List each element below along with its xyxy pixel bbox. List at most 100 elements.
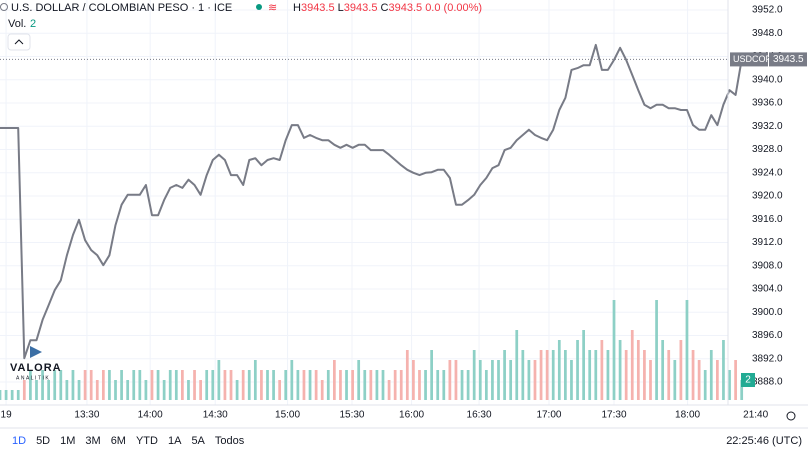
volume-bar <box>472 350 476 400</box>
volume-value: 2 <box>30 18 36 30</box>
volume-bar <box>187 380 190 400</box>
volume-bar <box>302 370 306 400</box>
logo-icon <box>30 346 42 358</box>
x-tick-label: 15:30 <box>339 410 364 421</box>
volume-bar <box>673 360 677 400</box>
range-button[interactable]: 1D <box>12 435 26 447</box>
volume-bar <box>624 350 628 400</box>
settings-icon[interactable] <box>786 411 796 421</box>
volume-bar <box>150 370 154 400</box>
volume-bar <box>484 370 488 400</box>
l-value: 3943.5 <box>344 2 378 14</box>
volume-bar <box>594 350 598 400</box>
volume-bar <box>734 360 737 400</box>
volume-bar <box>715 360 719 400</box>
range-button[interactable]: 3M <box>85 435 100 447</box>
volume-bar <box>582 330 585 400</box>
range-button[interactable]: Todos <box>215 435 245 447</box>
range-button[interactable]: 1A <box>168 435 182 447</box>
volume-bar <box>588 350 592 400</box>
volume-bar <box>241 370 245 400</box>
volume-bar <box>612 300 616 400</box>
plot <box>0 43 743 360</box>
volume-bar <box>47 380 51 400</box>
y-tick-label: 3932.0 <box>752 121 783 132</box>
volume-bar <box>138 370 142 400</box>
range-button[interactable]: 5A <box>191 435 205 447</box>
x-tick-label: 13:30 <box>74 410 99 421</box>
volume-bar <box>235 380 239 400</box>
volume-bar <box>211 370 215 400</box>
x-tick-label: 14:30 <box>203 410 228 421</box>
volume-badge <box>741 373 755 387</box>
volume-bar <box>156 370 160 400</box>
volume-bar <box>181 370 184 400</box>
y-tick-label: 3924.0 <box>752 167 783 178</box>
volume-bar <box>606 350 610 400</box>
volume-bar <box>199 380 202 400</box>
toolbar: 1D 5D 1M 3M 6M YTD 1A 5A Todos <box>12 435 245 447</box>
volume-bar <box>253 360 257 400</box>
volume-bar <box>77 380 81 400</box>
collapse-icon <box>14 39 24 45</box>
volume-bar <box>326 370 330 400</box>
volume-bar <box>679 340 683 400</box>
range-button[interactable]: YTD <box>136 435 158 447</box>
volume-bar <box>448 360 452 400</box>
y-tick-label: 3948.0 <box>752 28 783 39</box>
volume-bar <box>667 350 671 400</box>
volume-bar <box>229 370 233 400</box>
volume-bar <box>83 370 87 400</box>
volume-label: Vol. <box>8 18 26 30</box>
x-tick-label: 19 <box>1 410 13 421</box>
clock: 22:25:46 (UTC) <box>726 435 802 447</box>
volume-bar <box>272 370 275 400</box>
volume-bar <box>545 350 549 400</box>
range-button[interactable]: 5D <box>36 435 50 447</box>
axes: 3952.03948.03944.03940.03936.03932.03928… <box>1 5 807 421</box>
x-tick-label: 15:00 <box>275 410 300 421</box>
volume-bar <box>527 360 531 400</box>
range-button[interactable]: 1M <box>60 435 75 447</box>
volume-bar <box>223 370 227 400</box>
volume-bar <box>709 350 713 400</box>
volume-bar <box>247 370 251 400</box>
volume-bar <box>266 370 269 400</box>
volume-bar <box>174 370 178 400</box>
volume-bar <box>533 360 537 400</box>
volume-bar <box>59 370 63 400</box>
volume-bar <box>290 360 294 400</box>
y-tick-label: 3940.0 <box>752 74 783 85</box>
volume-bar <box>369 370 373 400</box>
volume-bar <box>703 370 707 400</box>
volume-bar <box>454 360 458 400</box>
volume-bar <box>65 380 69 400</box>
volume-bar <box>649 360 652 400</box>
collapse-button[interactable] <box>7 33 31 51</box>
volume-bar <box>509 360 513 400</box>
y-tick-label: 3892.0 <box>752 353 783 364</box>
volume-bar <box>424 370 427 400</box>
ohlc: H3943.5 L3943.5 C3943.5 0.0 (0.00%) <box>293 2 482 14</box>
volume-bar <box>643 350 646 400</box>
volume-bar <box>16 390 20 400</box>
y-tick-label: 3936.0 <box>752 98 783 109</box>
chart-title: U.S. DOLLAR / COLOMBIAN PESO · 1 · ICE <box>11 2 232 14</box>
logo-sub: ANALITIK <box>16 375 50 381</box>
volume-bar <box>132 370 136 400</box>
volume-bar <box>339 370 342 400</box>
volume-bar <box>497 360 500 400</box>
volume-bar <box>503 350 506 400</box>
volume-bar <box>393 370 397 400</box>
volume-bar <box>217 360 221 400</box>
volume-bar <box>332 360 336 400</box>
volume-bar <box>284 370 288 400</box>
h-value: 3943.5 <box>301 2 335 14</box>
volume-bar <box>600 340 604 400</box>
volume-bar <box>618 340 622 400</box>
y-tick-label: 3896.0 <box>752 330 783 341</box>
volume-bar <box>466 370 470 400</box>
range-button[interactable]: 6M <box>111 435 126 447</box>
